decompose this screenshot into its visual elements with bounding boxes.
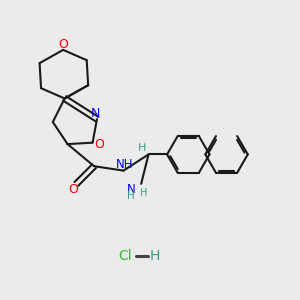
Text: O: O	[94, 138, 104, 151]
Text: H: H	[138, 143, 146, 153]
Text: N: N	[91, 107, 100, 120]
Text: H: H	[127, 191, 135, 201]
Text: NH: NH	[116, 158, 133, 171]
Text: N: N	[127, 183, 135, 196]
Text: O: O	[58, 38, 68, 51]
Text: Cl: Cl	[118, 249, 132, 263]
Text: H: H	[149, 249, 160, 263]
Text: H: H	[140, 188, 148, 198]
Text: O: O	[68, 183, 78, 196]
